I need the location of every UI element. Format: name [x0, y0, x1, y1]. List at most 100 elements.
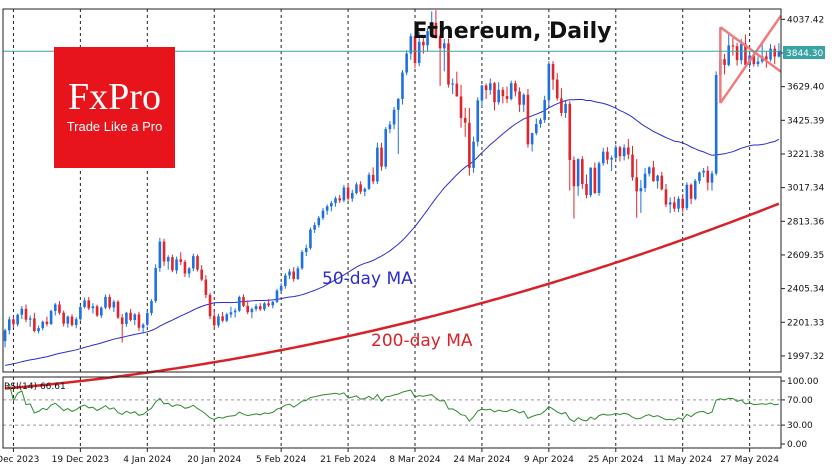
- candle-body: [254, 306, 258, 310]
- candle-body: [20, 308, 24, 315]
- candle-body: [183, 261, 187, 274]
- candle-body: [422, 41, 425, 46]
- current-price-value: 3844.30: [786, 49, 823, 59]
- candle-body: [221, 316, 224, 321]
- candle-body: [468, 122, 471, 168]
- candle-body: [434, 22, 438, 37]
- candle-body: [154, 268, 157, 302]
- candle-body: [166, 257, 170, 262]
- candle-body: [380, 147, 383, 167]
- candle-body: [338, 198, 342, 201]
- candle-body: [108, 296, 111, 308]
- candle-body: [120, 317, 124, 324]
- x-tick-label: 9 Apr 2024: [524, 455, 574, 465]
- candle-body: [53, 304, 57, 311]
- candle-body: [137, 314, 141, 328]
- candle-body: [643, 173, 647, 189]
- y-tick-label: 2405.34: [787, 285, 824, 295]
- candle-body: [442, 43, 446, 49]
- candle-body: [413, 36, 417, 63]
- candle-body: [325, 206, 329, 211]
- logo-tagline: Trade Like a Pro: [66, 119, 163, 134]
- candle-body: [238, 297, 241, 311]
- candle-body: [668, 202, 672, 205]
- rsi-tick-label: 100.00: [787, 377, 819, 387]
- candle-body: [250, 309, 254, 313]
- candle-body: [87, 300, 91, 309]
- candle-body: [777, 51, 781, 57]
- candle-body: [37, 328, 40, 332]
- candle-body: [710, 173, 714, 183]
- candle-body: [342, 187, 346, 201]
- ma50-line: [5, 99, 780, 366]
- candle-body: [773, 48, 777, 57]
- candle-body: [396, 98, 400, 110]
- moving-averages: [4, 99, 780, 390]
- x-tick-label: 3 Dec 2023: [0, 455, 39, 465]
- candle-body: [217, 316, 220, 326]
- candle-body: [141, 324, 145, 328]
- x-tick-label: 19 Dec 2023: [52, 455, 110, 465]
- candle-body: [125, 312, 128, 324]
- candle-body: [334, 198, 337, 204]
- candle-body: [769, 48, 772, 60]
- candle-body: [401, 72, 404, 99]
- candle-body: [518, 91, 521, 105]
- candle-body: [752, 55, 756, 65]
- candle-body: [16, 314, 19, 325]
- candle-body: [187, 268, 191, 274]
- candle-body: [497, 89, 500, 103]
- candle-body: [376, 147, 379, 182]
- candle-body: [698, 172, 701, 181]
- candle-body: [693, 180, 697, 199]
- candle-body: [522, 94, 526, 105]
- candle-body: [91, 306, 95, 309]
- x-tick-label: 4 Jan 2024: [123, 455, 171, 465]
- candle-body: [83, 300, 86, 307]
- ma200-line: [4, 202, 780, 390]
- candle-body: [593, 167, 597, 193]
- candle-body: [535, 124, 538, 134]
- candle-body: [585, 184, 588, 196]
- candle-body: [66, 316, 70, 324]
- y-tick-label: 2201.33: [787, 318, 824, 328]
- y-tick-label: 4037.42: [787, 15, 824, 25]
- candle-body: [606, 151, 609, 160]
- candle-body: [493, 83, 496, 103]
- triangle-pattern: [719, 14, 783, 104]
- candle-body: [756, 61, 760, 65]
- y-tick-label: 3221.38: [787, 150, 824, 160]
- candle-body: [660, 175, 664, 190]
- candle-body: [501, 89, 505, 97]
- candle-body: [589, 167, 592, 196]
- y-tick-label: 3425.39: [787, 116, 824, 126]
- y-tick-label: 1997.32: [787, 352, 824, 362]
- candle-body: [572, 159, 576, 187]
- candle-body: [543, 100, 546, 120]
- candle-body: [723, 59, 726, 65]
- candle-body: [551, 63, 555, 80]
- candle-body: [212, 316, 216, 326]
- candle-body: [727, 45, 731, 65]
- candle-body: [392, 109, 396, 125]
- candle-body: [388, 124, 392, 130]
- candle-body: [95, 306, 99, 316]
- candle-body: [242, 297, 245, 306]
- candle-body: [300, 252, 304, 269]
- candle-body: [455, 83, 459, 97]
- candle-body: [158, 241, 162, 269]
- candle-body: [288, 271, 291, 276]
- candle-body: [229, 312, 233, 315]
- candle-body: [33, 318, 36, 332]
- candle-body: [359, 184, 362, 192]
- candle-body: [49, 310, 53, 325]
- candle-body: [24, 308, 28, 320]
- candle-body: [200, 269, 203, 280]
- candle-body: [45, 321, 49, 325]
- candle-body: [509, 83, 513, 99]
- axes: 4037.423833.363629.403425.393221.383017.…: [0, 8, 824, 465]
- current-price-tag: 3844.30: [783, 46, 825, 59]
- candle-body: [635, 177, 638, 192]
- candle-body: [463, 117, 467, 123]
